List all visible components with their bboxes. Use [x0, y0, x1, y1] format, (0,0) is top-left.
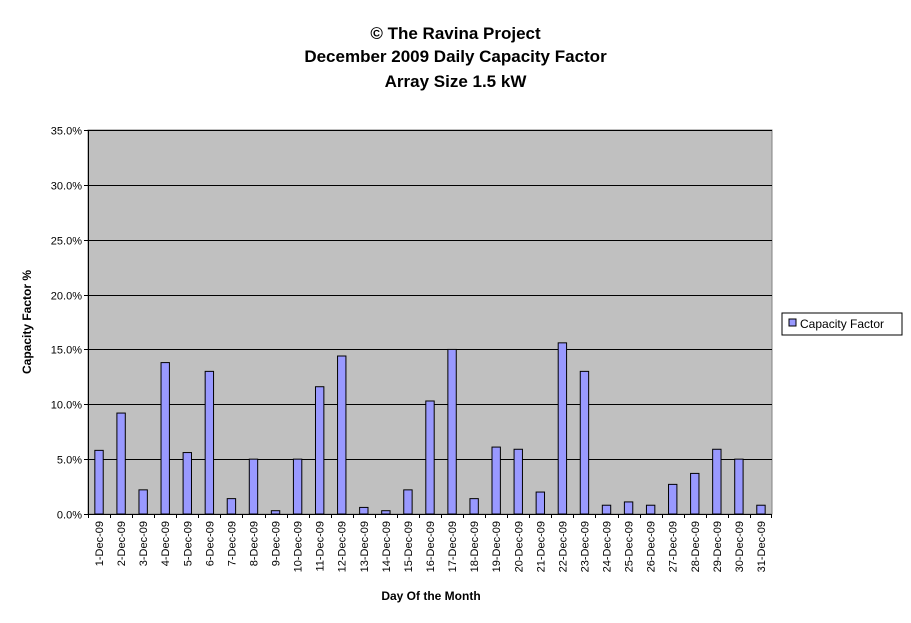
bar — [381, 510, 391, 515]
x-tick-label: 14-Dec-09 — [381, 521, 393, 572]
legend: Capacity Factor — [781, 312, 903, 336]
x-tick-label: 6-Dec-09 — [204, 521, 216, 566]
bar — [138, 489, 148, 515]
bar — [425, 400, 435, 515]
bar — [734, 458, 744, 515]
bar — [668, 483, 678, 515]
chart-title-line-3: Array Size 1.5 kW — [384, 72, 527, 91]
y-tick-label: 15.0% — [51, 345, 82, 357]
y-tick-label: 25.0% — [51, 236, 82, 248]
x-tick-label: 18-Dec-09 — [469, 521, 481, 572]
bar — [160, 362, 170, 515]
x-tick-label: 22-Dec-09 — [557, 521, 569, 572]
bar — [94, 449, 104, 515]
x-tick-label: 13-Dec-09 — [359, 521, 371, 572]
bar — [403, 489, 413, 515]
x-tick-label: 9-Dec-09 — [271, 521, 283, 566]
x-tick-label: 2-Dec-09 — [116, 521, 128, 566]
legend-box — [781, 312, 903, 336]
x-tick-label: 30-Dec-09 — [734, 521, 746, 572]
bar — [623, 501, 634, 515]
x-tick-label: 11-Dec-09 — [315, 521, 327, 572]
x-tick-label: 26-Dec-09 — [646, 521, 658, 572]
bar — [359, 506, 369, 515]
bar — [337, 355, 347, 515]
y-tick-label: 5.0% — [57, 455, 82, 467]
chart-title-line-2: December 2009 Daily Capacity Factor — [304, 47, 607, 66]
bar — [645, 504, 656, 515]
bar — [182, 452, 192, 515]
bar — [557, 342, 568, 515]
x-tick-label: 25-Dec-09 — [624, 521, 636, 572]
y-tick-label: 0.0% — [57, 510, 82, 522]
x-tick-label: 24-Dec-09 — [602, 521, 614, 572]
x-tick-label: 7-Dec-09 — [226, 521, 238, 566]
legend-label: Capacity Factor — [800, 317, 884, 331]
y-tick-label: 35.0% — [51, 126, 82, 138]
x-tick-label: 21-Dec-09 — [535, 521, 547, 572]
legend-swatch — [788, 318, 797, 327]
x-tick-label: 28-Dec-09 — [690, 521, 702, 572]
bar — [447, 348, 457, 515]
y-tick-label: 30.0% — [51, 181, 82, 193]
x-tick-label: 3-Dec-09 — [138, 521, 150, 566]
bar — [513, 448, 523, 515]
x-tick-label: 16-Dec-09 — [425, 521, 437, 572]
bar — [712, 448, 722, 515]
bar — [756, 504, 766, 515]
bar — [469, 498, 479, 515]
x-tick-label: 29-Dec-09 — [712, 521, 724, 572]
bar — [690, 472, 700, 515]
chart-title-line-1: © The Ravina Project — [370, 24, 541, 43]
bar — [226, 498, 237, 515]
x-tick-label: 17-Dec-09 — [447, 521, 459, 572]
x-axis-title: Day Of the Month — [381, 589, 480, 603]
x-tick-label: 1-Dec-09 — [94, 521, 106, 566]
x-tick-label: 19-Dec-09 — [491, 521, 503, 572]
x-tick-label: 4-Dec-09 — [160, 521, 172, 566]
bar — [579, 370, 590, 515]
x-tick-label: 10-Dec-09 — [293, 521, 305, 572]
y-tick-label: 10.0% — [51, 400, 82, 412]
bar — [601, 504, 612, 515]
x-tick-label: 23-Dec-09 — [579, 521, 591, 572]
y-tick-label: 20.0% — [51, 291, 82, 303]
bar — [314, 386, 325, 515]
x-tick-label: 20-Dec-09 — [513, 521, 525, 572]
bar — [535, 491, 546, 515]
x-tick-label: 12-Dec-09 — [337, 521, 349, 572]
y-axis-title: Capacity Factor % — [20, 270, 34, 374]
bar — [491, 446, 501, 515]
x-tick-label: 31-Dec-09 — [756, 521, 768, 572]
bar — [116, 412, 126, 515]
x-tick-label: 15-Dec-09 — [403, 521, 415, 572]
x-tick-label: 5-Dec-09 — [182, 521, 194, 566]
bar — [292, 458, 303, 515]
bar — [204, 370, 215, 515]
bar — [248, 458, 259, 515]
x-tick-label: 8-Dec-09 — [248, 521, 260, 566]
x-tick-label: 27-Dec-09 — [668, 521, 680, 572]
bar — [270, 510, 281, 515]
